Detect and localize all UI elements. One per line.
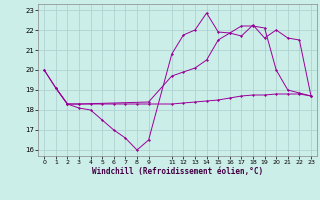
X-axis label: Windchill (Refroidissement éolien,°C): Windchill (Refroidissement éolien,°C) — [92, 167, 263, 176]
